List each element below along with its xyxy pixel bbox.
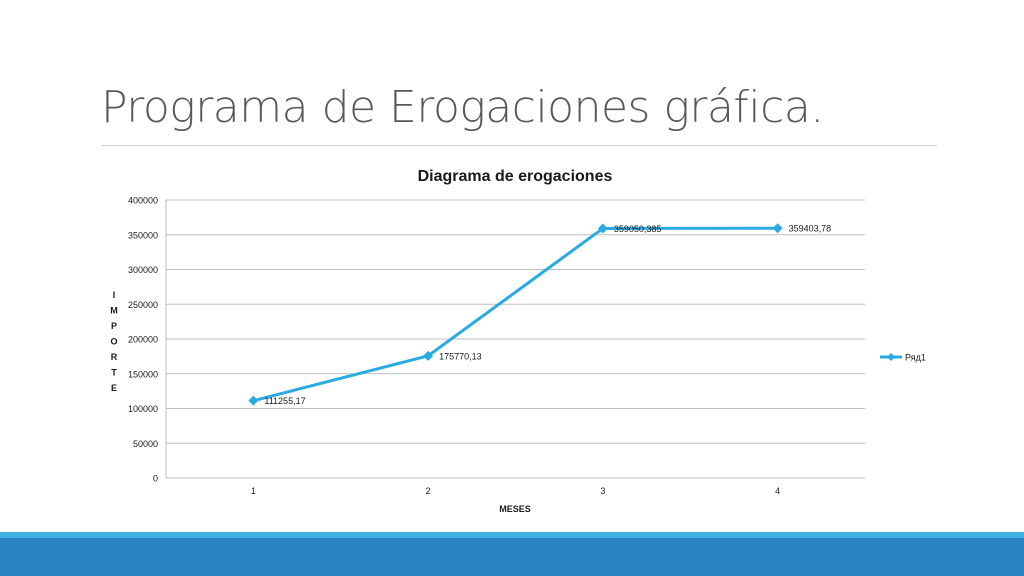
footer-accent-bar — [0, 532, 1024, 538]
y-tick-label: 300000 — [128, 265, 158, 275]
y-tick-label: 100000 — [128, 404, 158, 414]
y-tick-label: 0 — [153, 474, 158, 484]
x-tick-label: 2 — [426, 486, 431, 496]
chart-title: Diagrama de erogaciones — [418, 168, 613, 185]
series-layer: 111255,17 175770,13 359050,385 359403,78 — [248, 223, 831, 406]
y-axis-label-letter: P — [111, 321, 117, 331]
x-axis-ticks: 1 2 3 4 — [251, 486, 780, 496]
x-axis-label: MESES — [499, 504, 531, 514]
y-tick-label: 200000 — [128, 335, 158, 345]
footer-bar — [0, 538, 1024, 576]
series-line — [253, 226, 778, 403]
data-point — [423, 350, 434, 361]
y-axis-label-letter: T — [111, 368, 117, 378]
x-tick-label: 4 — [775, 486, 780, 496]
y-axis-label-letter: E — [111, 383, 117, 393]
y-axis-ticks: 0 50000 100000 150000 200000 250000 300000 3500… — [128, 196, 158, 484]
legend: Ряд1 — [880, 353, 926, 363]
data-label: 359050,385 — [614, 224, 662, 234]
legend-marker — [887, 353, 895, 361]
legend-label: Ряд1 — [905, 353, 926, 363]
data-label: 359403,78 — [789, 224, 832, 234]
title-divider — [101, 145, 937, 146]
data-point — [597, 223, 608, 234]
data-label: 111255,17 — [264, 396, 305, 406]
y-axis-label-letter: I — [113, 290, 116, 300]
slide-title: Programa de Erogaciones gráfica. — [101, 82, 824, 133]
y-axis-label-letter: O — [110, 337, 117, 347]
y-axis-label-letter: R — [111, 352, 118, 362]
gridlines — [165, 199, 865, 479]
data-point — [772, 223, 783, 234]
x-tick-label: 3 — [600, 486, 605, 496]
y-tick-label: 350000 — [128, 230, 158, 240]
data-label: 175770,13 — [439, 351, 482, 361]
y-tick-label: 150000 — [128, 369, 158, 379]
x-tick-label: 1 — [251, 486, 256, 496]
y-tick-label: 250000 — [128, 300, 158, 310]
data-point — [248, 395, 259, 406]
y-tick-label: 400000 — [128, 196, 158, 206]
y-tick-label: 50000 — [133, 439, 158, 449]
y-axis-label-letter: M — [110, 306, 118, 316]
